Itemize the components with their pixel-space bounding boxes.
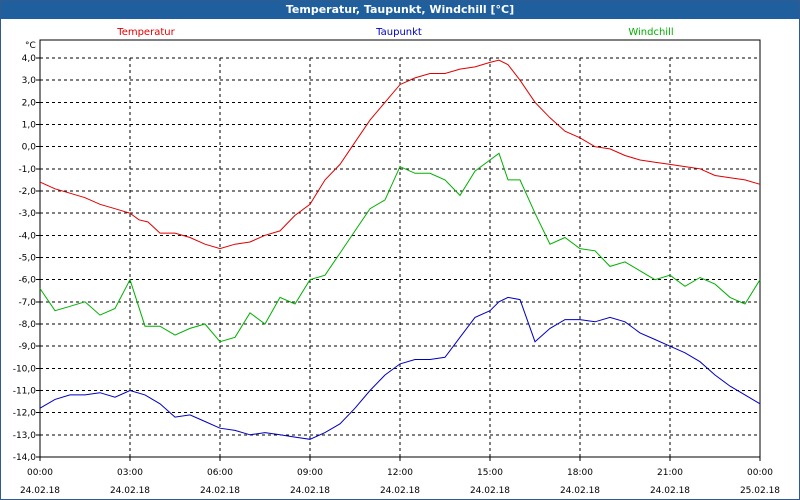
legend-taupunkt: Taupunkt xyxy=(375,27,422,38)
x-tick-date-label: 24.02.18 xyxy=(200,486,240,496)
y-tick-label: -11,0 xyxy=(13,387,37,397)
y-tick-label: -10,0 xyxy=(13,364,37,374)
x-tick-time-label: 03:00 xyxy=(117,468,143,478)
x-tick-time-label: 06:00 xyxy=(207,468,233,478)
series-line-taupunkt xyxy=(39,296,761,440)
y-tick-label: -1,0 xyxy=(18,165,36,175)
y-axis-unit-label: °C xyxy=(25,41,36,51)
x-tick-date-label: 24.02.18 xyxy=(110,486,150,496)
x-tick-time-label: 00:00 xyxy=(747,468,773,478)
x-tick-time-label: 15:00 xyxy=(477,468,503,478)
y-tick-label: -13,0 xyxy=(13,431,37,441)
x-tick-date-label: 25.02.18 xyxy=(740,486,780,496)
y-tick-label: -5,0 xyxy=(18,254,36,264)
x-tick-time-label: 12:00 xyxy=(387,468,413,478)
y-tick-label: -3,0 xyxy=(18,209,36,219)
y-tick-label: -7,0 xyxy=(18,298,36,308)
x-tick-time-label: 21:00 xyxy=(657,468,683,478)
x-tick-date-label: 24.02.18 xyxy=(20,486,60,496)
x-tick-date-label: 24.02.18 xyxy=(470,486,510,496)
y-tick-label: 4,0 xyxy=(22,54,37,64)
y-tick-label: -2,0 xyxy=(18,187,36,197)
y-tick-label: -14,0 xyxy=(13,453,37,463)
y-tick-label: -8,0 xyxy=(18,320,36,330)
x-tick-date-label: 24.02.18 xyxy=(290,486,330,496)
series-line-temperatur xyxy=(39,59,761,250)
x-tick-date-label: 24.02.18 xyxy=(380,486,420,496)
x-tick-date-label: 24.02.18 xyxy=(560,486,600,496)
legend-temperatur: Temperatur xyxy=(116,27,175,38)
legend-windchill: Windchill xyxy=(628,27,673,38)
y-tick-label: -9,0 xyxy=(18,342,36,352)
window-title: Temperatur, Taupunkt, Windchill [°C] xyxy=(1,1,799,19)
y-tick-label: -6,0 xyxy=(18,276,36,286)
plot-frame xyxy=(39,39,761,458)
x-tick-time-label: 09:00 xyxy=(297,468,323,478)
y-tick-label: 1,0 xyxy=(22,121,37,131)
y-tick-label: -12,0 xyxy=(13,409,37,419)
chart-canvas: °C Temperatur Taupunkt Windchill 4,0 3,0 2… xyxy=(13,27,781,496)
y-tick-label: 0,0 xyxy=(22,143,37,153)
y-tick-label: 3,0 xyxy=(22,76,37,86)
y-tick-label: -4,0 xyxy=(18,231,36,241)
series-line-windchill xyxy=(39,152,761,343)
y-tick-label: 2,0 xyxy=(22,98,37,108)
x-tick-date-label: 24.02.18 xyxy=(650,486,690,496)
x-tick-time-label: 18:00 xyxy=(567,468,593,478)
x-tick-time-label: 00:00 xyxy=(27,468,53,478)
